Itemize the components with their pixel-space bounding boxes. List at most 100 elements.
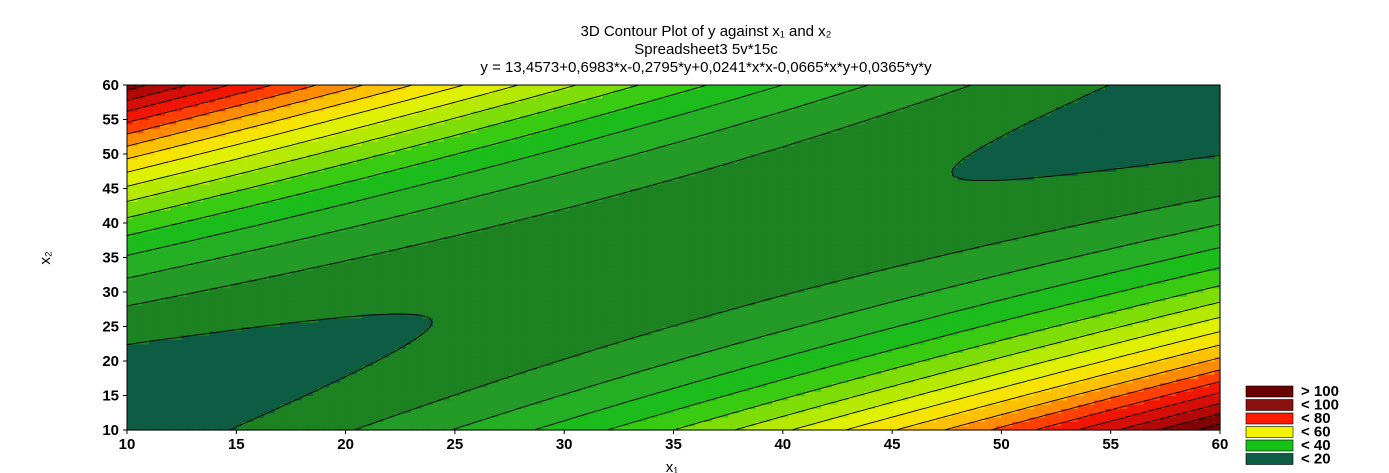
contour-cell bbox=[241, 373, 248, 379]
contour-cell bbox=[187, 141, 194, 146]
contour-cell bbox=[280, 93, 287, 99]
contour-cell bbox=[454, 201, 461, 207]
contour-cell bbox=[214, 361, 221, 366]
contour-cell bbox=[269, 421, 276, 427]
contour-cell bbox=[367, 425, 374, 431]
contour-cell bbox=[460, 154, 467, 159]
contour-cell bbox=[176, 253, 183, 259]
contour-cell bbox=[127, 300, 134, 306]
contour-cell bbox=[143, 261, 150, 267]
contour-cell bbox=[280, 253, 287, 259]
contour-cell bbox=[443, 218, 451, 224]
contour-cell bbox=[422, 391, 429, 397]
contour-cell bbox=[132, 240, 139, 246]
contour-cell bbox=[422, 421, 429, 427]
contour-cell bbox=[465, 417, 472, 422]
contour-cell bbox=[159, 141, 166, 146]
contour-cell bbox=[132, 192, 139, 198]
contour-cell bbox=[187, 97, 194, 103]
contour-cell bbox=[247, 326, 254, 332]
contour-cell bbox=[274, 179, 281, 185]
contour-cell bbox=[219, 171, 226, 177]
contour-cell bbox=[362, 149, 369, 155]
contour-cell bbox=[345, 421, 352, 427]
contour-cell bbox=[252, 412, 259, 418]
contour-cell bbox=[378, 227, 385, 233]
contour-cell bbox=[219, 85, 226, 90]
contour-cell bbox=[258, 132, 265, 138]
contour-cell bbox=[263, 145, 270, 151]
contour-cell bbox=[367, 287, 374, 293]
contour-cell bbox=[416, 205, 423, 211]
contour-cell bbox=[170, 240, 177, 246]
contour-cell bbox=[443, 93, 451, 99]
contour-cell bbox=[241, 162, 248, 168]
contour-cell bbox=[236, 141, 243, 146]
contour-cell bbox=[285, 231, 292, 237]
contour-cell bbox=[148, 141, 155, 146]
contour-cell bbox=[214, 404, 221, 410]
contour-cell bbox=[247, 171, 254, 177]
contour-cell bbox=[372, 149, 379, 155]
contour-cell bbox=[340, 257, 347, 263]
contour-cell bbox=[411, 235, 418, 241]
contour-cell bbox=[449, 184, 456, 190]
contour-cell bbox=[187, 296, 194, 302]
contour-cell bbox=[230, 154, 237, 159]
contour-cell bbox=[329, 270, 336, 276]
contour-cell bbox=[433, 283, 440, 289]
contour-cell bbox=[296, 412, 303, 418]
contour-cell bbox=[416, 408, 423, 414]
contour-cell bbox=[176, 322, 183, 328]
contour-cell bbox=[241, 132, 248, 138]
contour-cell bbox=[405, 223, 412, 228]
contour-cell bbox=[274, 244, 281, 250]
contour-cell bbox=[236, 240, 243, 246]
contour-cell bbox=[296, 417, 303, 422]
contour-cell bbox=[192, 322, 199, 328]
contour-cell bbox=[312, 279, 319, 284]
contour-cell bbox=[345, 296, 352, 302]
contour-cell bbox=[394, 408, 401, 414]
contour-cell bbox=[132, 227, 139, 233]
contour-cell bbox=[137, 322, 144, 328]
contour-cell bbox=[411, 227, 418, 233]
contour-cell bbox=[329, 123, 336, 129]
contour-cell bbox=[274, 348, 281, 353]
contour-cell bbox=[230, 97, 237, 103]
contour-cell bbox=[433, 154, 440, 159]
contour-cell bbox=[383, 119, 390, 125]
contour-cell bbox=[372, 270, 379, 276]
contour-cell bbox=[389, 296, 396, 302]
contour-cell bbox=[416, 154, 423, 159]
contour-cell bbox=[247, 412, 254, 418]
contour-cell bbox=[323, 382, 330, 388]
contour-cell bbox=[241, 171, 248, 177]
contour-cell bbox=[154, 335, 161, 341]
contour-cell bbox=[214, 218, 221, 224]
contour-cell bbox=[378, 132, 385, 138]
contour-cell bbox=[137, 304, 144, 310]
contour-cell bbox=[427, 408, 434, 414]
contour-cell bbox=[274, 253, 281, 259]
contour-cell bbox=[148, 154, 155, 159]
contour-cell bbox=[438, 279, 445, 284]
contour-cell bbox=[176, 330, 183, 336]
contour-cell bbox=[356, 417, 363, 422]
contour-cell bbox=[411, 408, 418, 414]
contour-cell bbox=[307, 279, 314, 284]
contour-cell bbox=[192, 421, 199, 427]
contour-cell bbox=[269, 356, 276, 362]
contour-cell bbox=[154, 412, 161, 418]
contour-cell bbox=[340, 171, 347, 177]
contour-cell bbox=[165, 145, 172, 151]
contour-cell bbox=[372, 386, 379, 392]
contour-cell bbox=[165, 128, 172, 134]
contour-cell bbox=[236, 292, 243, 297]
contour-cell bbox=[416, 179, 423, 185]
contour-cell bbox=[400, 218, 407, 224]
contour-cell bbox=[389, 373, 396, 379]
contour-cell bbox=[236, 287, 243, 293]
contour-cell bbox=[356, 326, 363, 332]
contour-cell bbox=[170, 326, 177, 332]
